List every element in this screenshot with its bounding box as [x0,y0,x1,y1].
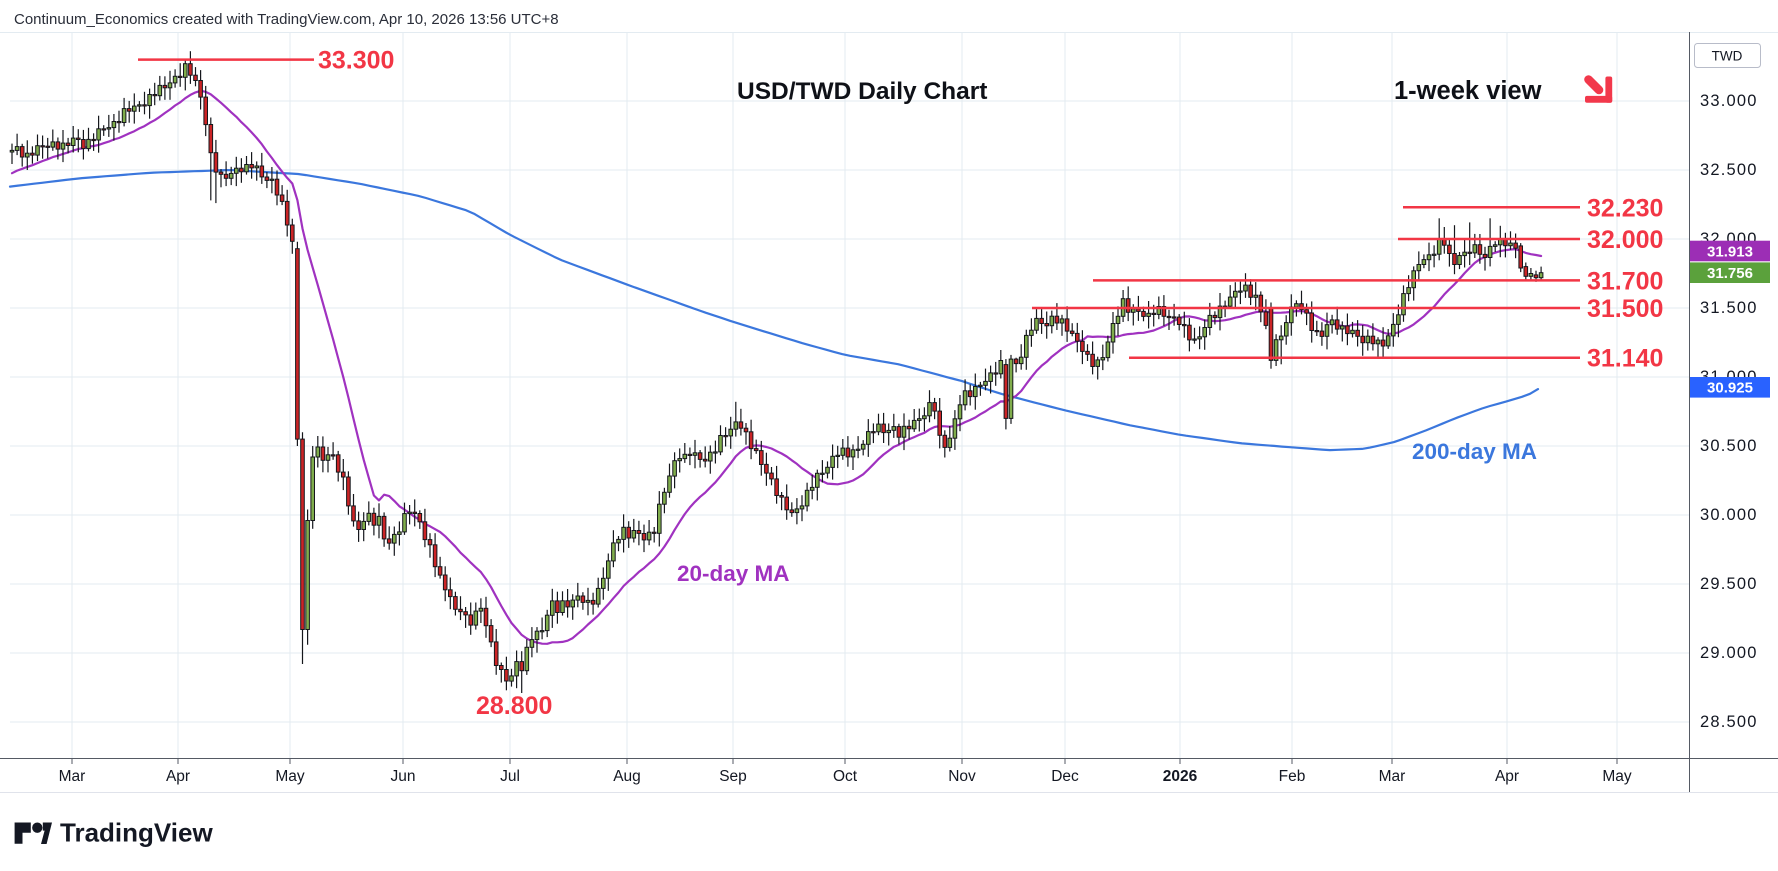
svg-text:Mar: Mar [59,768,86,785]
svg-text:28.800: 28.800 [476,692,552,720]
svg-text:30.925: 30.925 [1707,380,1753,397]
svg-text:May: May [1602,768,1632,785]
svg-text:32.500: 32.500 [1700,161,1758,179]
svg-text:Feb: Feb [1279,768,1306,785]
svg-text:Apr: Apr [1495,768,1519,785]
svg-text:20-day MA: 20-day MA [677,561,790,586]
svg-text:31.140: 31.140 [1587,345,1663,373]
svg-text:Continuum_Economics created wi: Continuum_Economics created with Trading… [14,11,559,28]
svg-text:30.000: 30.000 [1700,506,1758,524]
svg-text:TradingView: TradingView [60,818,213,848]
svg-text:32.230: 32.230 [1587,194,1663,222]
svg-text:32.000: 32.000 [1587,226,1663,254]
svg-text:31.500: 31.500 [1700,299,1758,317]
svg-text:30.500: 30.500 [1700,437,1758,455]
svg-text:TWD: TWD [1712,49,1743,64]
svg-text:Dec: Dec [1051,768,1079,785]
svg-text:200-day MA: 200-day MA [1412,439,1537,464]
svg-text:Nov: Nov [948,768,976,785]
svg-text:Oct: Oct [833,768,858,785]
svg-text:28.500: 28.500 [1700,713,1758,731]
svg-text:Jul: Jul [500,768,520,785]
svg-text:31.913: 31.913 [1707,243,1753,260]
svg-text:29.000: 29.000 [1700,644,1758,662]
svg-text:May: May [275,768,305,785]
svg-text:31.500: 31.500 [1587,295,1663,323]
svg-text:1-week view: 1-week view [1394,77,1542,105]
svg-text:31.756: 31.756 [1707,265,1753,282]
svg-text:Aug: Aug [613,768,641,785]
svg-text:Mar: Mar [1379,768,1406,785]
svg-text:Sep: Sep [719,768,747,785]
svg-text:USD/TWD Daily Chart: USD/TWD Daily Chart [737,78,987,105]
svg-text:Jun: Jun [391,768,416,785]
svg-text:33.300: 33.300 [318,47,394,75]
svg-text:Apr: Apr [166,768,190,785]
svg-text:33.000: 33.000 [1700,92,1758,110]
svg-text:29.500: 29.500 [1700,575,1758,593]
svg-text:31.700: 31.700 [1587,267,1663,295]
svg-text:2026: 2026 [1163,768,1198,785]
